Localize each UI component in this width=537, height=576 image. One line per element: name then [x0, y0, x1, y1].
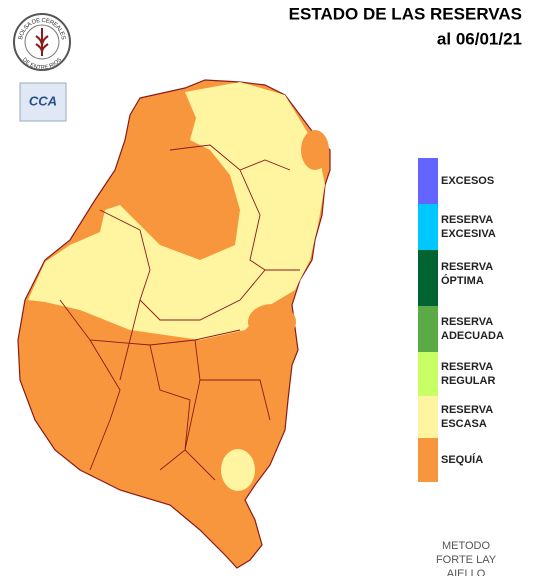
legend-label: ESCASA	[441, 418, 487, 430]
legend-label: ADECUADA	[441, 330, 504, 342]
drought-spot	[248, 304, 296, 340]
legend: EXCESOSRESERVAEXCESIVARESERVAÓPTIMARESER…	[418, 158, 504, 482]
legend-label: RESERVA	[441, 404, 493, 416]
legend-label: EXCESIVA	[441, 228, 496, 240]
legend-label: EXCESOS	[441, 175, 494, 187]
district-lines	[59, 144, 300, 481]
method: METODO FORTE LAY AIELLO	[436, 540, 497, 576]
legend-label: REGULAR	[441, 375, 495, 387]
drought-spot	[301, 130, 329, 170]
date: al 06/01/21	[437, 29, 522, 48]
legend-swatch	[418, 158, 438, 204]
legend-label: RESERVA	[441, 316, 493, 328]
title: ESTADO DE LAS RESERVAS	[289, 4, 522, 23]
legend-swatch	[418, 396, 438, 438]
legend-swatch	[418, 306, 438, 352]
badge: CCA	[19, 82, 67, 122]
legend-label: RESERVA	[441, 261, 493, 273]
method-text: METODO	[442, 540, 491, 552]
legend-swatch	[418, 204, 438, 250]
legend-swatch	[418, 250, 438, 306]
method-text: FORTE LAY	[436, 554, 497, 566]
map	[17, 79, 331, 569]
legend-label: RESERVA	[441, 361, 493, 373]
legend-label: SEQUÍA	[441, 453, 483, 466]
logo: BOLSA DE CEREALES DE ENTRE RIOS	[13, 13, 71, 72]
method-text: AIELLO	[447, 568, 486, 576]
dry-spot	[221, 449, 255, 491]
legend-swatch	[418, 352, 438, 396]
badge-text: CCA	[29, 93, 57, 108]
legend-label: ÓPTIMA	[441, 274, 484, 287]
legend-label: RESERVA	[441, 214, 493, 226]
legend-swatch	[418, 438, 438, 482]
dry-zone	[28, 82, 325, 340]
